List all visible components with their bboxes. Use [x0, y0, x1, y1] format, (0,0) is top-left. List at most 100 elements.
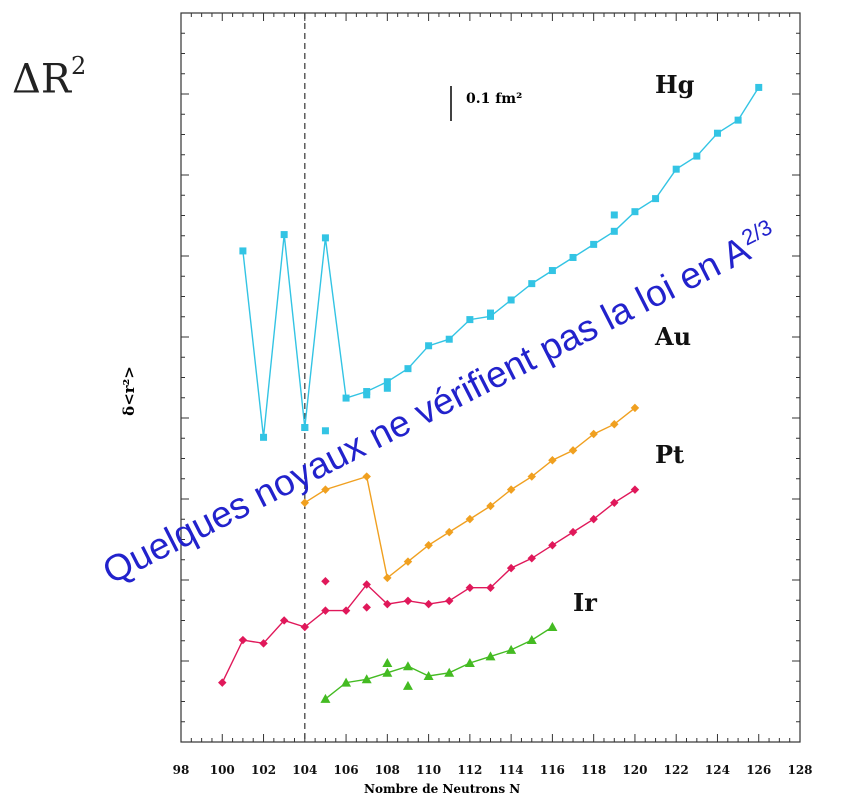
data-point-ir — [547, 621, 558, 631]
data-point-hg — [507, 296, 515, 304]
x-tick-label: 116 — [540, 763, 565, 777]
series-label-hg: Hg — [655, 70, 695, 99]
x-axis-label: Nombre de Neutrons N — [364, 782, 521, 796]
data-point-pt — [341, 606, 351, 615]
data-point-hg — [342, 394, 350, 402]
data-point-pt — [362, 580, 371, 589]
data-point-hg — [425, 342, 433, 350]
data-point-hg — [280, 231, 288, 239]
data-point-hg — [672, 165, 680, 173]
data-point-ir — [485, 651, 496, 661]
data-point-au — [610, 419, 619, 429]
data-point-hg — [713, 129, 721, 137]
data-point-hg — [569, 253, 577, 261]
data-point-ir — [320, 693, 331, 703]
data-point-hg — [260, 433, 268, 441]
y-axis-label: δ<r²> — [119, 366, 138, 416]
x-tick-label: 98 — [173, 763, 190, 777]
x-tick-labels: 98 100 102 104 106 108 110 112 114 116 118 120 122 12… — [173, 763, 813, 777]
data-point-au — [630, 403, 640, 413]
data-point-hg — [404, 365, 412, 373]
series-label-au: Au — [655, 322, 692, 351]
x-tick-label: 126 — [746, 763, 771, 777]
data-point-ir — [382, 667, 393, 677]
data-point-pt — [548, 540, 557, 550]
data-point-extra-pt — [362, 603, 371, 612]
series-label-pt: Pt — [655, 440, 685, 469]
data-point-au — [321, 485, 330, 494]
data-point-pt — [259, 639, 268, 648]
x-tick-label: 114 — [499, 763, 524, 777]
series-layer — [218, 83, 763, 703]
data-point-ir — [506, 644, 517, 654]
x-tick-label: 112 — [457, 763, 482, 777]
data-point-extra-hg — [321, 427, 329, 435]
data-point-pt — [424, 599, 433, 609]
data-point-ir — [423, 671, 434, 681]
data-point-hg — [693, 152, 701, 160]
data-point-pt — [527, 554, 537, 563]
data-point-hg — [590, 240, 598, 248]
data-point-hg — [652, 195, 660, 203]
data-point-ir — [526, 635, 537, 645]
x-tick-label: 118 — [581, 763, 606, 777]
x-tick-label: 102 — [251, 763, 276, 777]
data-point-hg — [239, 247, 247, 255]
x-tick-label: 110 — [416, 763, 441, 777]
series-line-hg — [242, 87, 760, 438]
x-tick-label: 106 — [334, 763, 359, 777]
data-point-au — [424, 540, 433, 550]
data-point-extra-ir — [402, 680, 413, 690]
data-point-au — [486, 501, 495, 511]
x-tick-label: 108 — [375, 763, 400, 777]
data-point-extra-hg — [363, 391, 371, 399]
data-point-au — [362, 472, 371, 481]
data-point-hg — [466, 316, 474, 324]
data-point-pt — [610, 498, 619, 507]
data-point-extra-hg — [301, 424, 309, 432]
data-point-pt — [300, 622, 310, 632]
data-point-au — [527, 472, 537, 481]
x-tick-label: 104 — [292, 763, 317, 777]
data-point-hg — [631, 208, 639, 216]
data-point-pt — [506, 563, 516, 573]
data-point-pt — [279, 616, 289, 625]
data-point-hg — [548, 267, 556, 275]
data-point-au — [383, 573, 392, 583]
data-point-pt — [321, 606, 330, 615]
delta-r-squared-label: ΔR2 — [12, 52, 86, 102]
data-point-hg — [734, 116, 742, 124]
data-point-hg — [610, 227, 618, 235]
x-tick-label: 124 — [705, 763, 730, 777]
data-point-hg — [383, 378, 391, 386]
data-point-extra-pt — [321, 576, 330, 586]
x-tick-label: 128 — [787, 763, 812, 777]
data-point-ir — [402, 661, 413, 671]
x-tick-label: 122 — [664, 763, 689, 777]
plot-frame — [180, 12, 801, 743]
x-tick-label: 100 — [210, 763, 235, 777]
x-tick-label: 120 — [622, 763, 647, 777]
data-point-hg — [528, 280, 536, 288]
data-point-ir — [464, 657, 475, 667]
data-point-extra-ir — [382, 657, 393, 667]
data-point-hg — [755, 83, 763, 91]
data-point-au — [403, 557, 413, 566]
data-point-pt — [218, 678, 227, 687]
data-point-pt — [568, 527, 578, 537]
data-point-hg — [321, 234, 329, 242]
data-point-au — [506, 485, 516, 494]
data-point-hg — [445, 335, 453, 343]
data-point-au — [300, 498, 310, 507]
data-point-au — [444, 527, 454, 537]
scale-bar-label: 0.1 fm² — [466, 91, 523, 107]
series-line-ir — [324, 626, 553, 700]
data-point-pt — [589, 514, 598, 524]
data-point-pt — [630, 485, 640, 494]
series-label-ir: Ir — [573, 588, 597, 617]
data-point-au — [568, 446, 578, 455]
data-point-ir — [341, 677, 352, 687]
data-point-au — [548, 455, 557, 465]
data-point-pt — [486, 583, 495, 592]
